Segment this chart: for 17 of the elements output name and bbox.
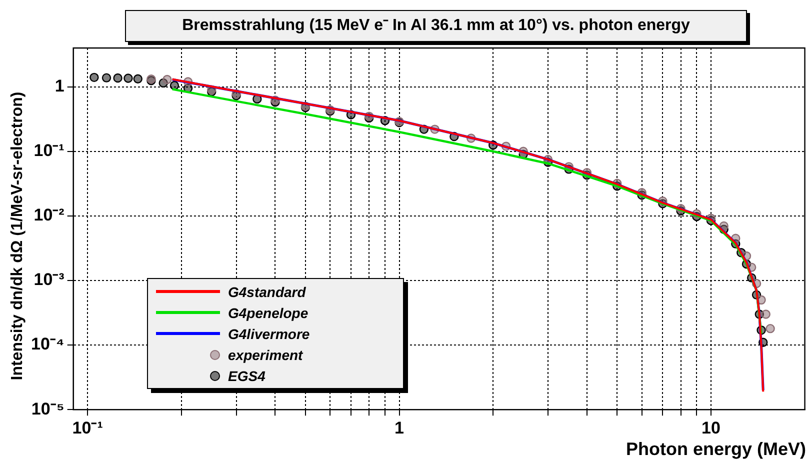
x-tick-label: 10⁻¹ [72,418,104,438]
legend-label: experiment [228,346,303,362]
x-axis-title: Photon energy (MeV) [626,439,806,460]
legend-label: G4penelope [228,304,308,320]
legend-label: G4livermore [228,326,310,342]
legend-label: G4standard [228,284,306,300]
x-tick-label: 10 [702,418,720,438]
chart-title: Bremsstrahlung (15 MeV e⁻ In Al 36.1 mm at 10°) vs. photon energy [125,10,747,42]
y-tick-label: 10⁻⁴ [30,334,64,354]
y-tick-label: 10⁻⁵ [31,399,64,418]
y-tick-label: 10⁻³ [34,270,65,290]
y-axis-title: Intensity dn/dk dΩ (1/MeV-sr-electron) [9,92,27,380]
y-tick-label: 10⁻¹ [34,141,65,160]
x-tick-label: 1 [394,418,404,438]
y-tick-label: 1 [54,76,64,96]
y-tick-label: 10⁻² [34,206,65,225]
legend-label: EGS4 [228,368,266,384]
